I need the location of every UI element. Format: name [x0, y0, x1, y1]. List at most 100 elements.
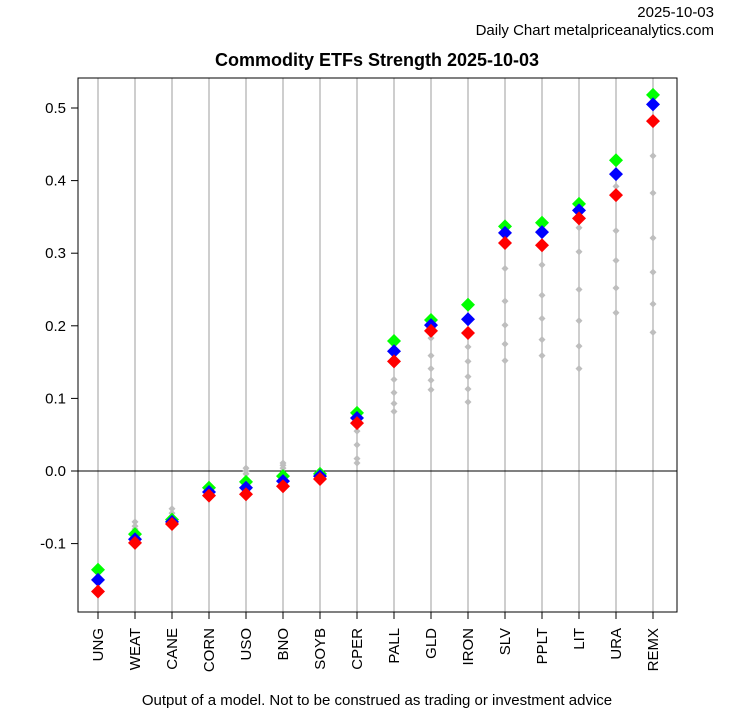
red-point-gld — [424, 323, 438, 338]
grey-point — [353, 441, 361, 449]
chart-title: Commodity ETFs Strength 2025-10-03 — [215, 50, 539, 70]
x-tick-label: GLD — [423, 628, 440, 659]
footer-disclaimer: Output of a model. Not to be construed a… — [142, 692, 612, 708]
grey-point — [464, 373, 472, 381]
grey-point — [612, 227, 620, 235]
grey-point — [501, 264, 509, 272]
green-point-remx — [646, 87, 660, 102]
red-point-remx — [646, 114, 660, 129]
y-tick-label: 0.0 — [45, 463, 66, 480]
blue-point-lit — [572, 203, 586, 218]
x-tick-label: BNO — [275, 628, 292, 661]
red-point-weat — [128, 535, 142, 550]
grey-point — [501, 297, 509, 305]
grey-point — [612, 284, 620, 292]
y-tick-label: 0.5 — [45, 100, 66, 117]
x-tick-label: SLV — [497, 628, 514, 655]
red-point-pplt — [535, 238, 549, 253]
blue-point-ura — [609, 167, 623, 182]
y-tick-label: 0.1 — [45, 390, 66, 407]
grey-point — [279, 464, 287, 472]
grey-point — [501, 321, 509, 329]
grey-point — [575, 248, 583, 256]
x-tick-label: URA — [608, 628, 625, 660]
grey-point — [390, 376, 398, 384]
red-point-iron — [461, 326, 475, 341]
grey-point — [575, 317, 583, 325]
grey-point — [538, 336, 546, 344]
blue-point-remx — [646, 97, 660, 112]
blue-point-iron — [461, 312, 475, 327]
grey-point — [427, 376, 435, 384]
green-point-iron — [461, 297, 475, 312]
grey-point — [427, 386, 435, 394]
grey-point — [353, 455, 361, 463]
grey-point — [649, 189, 657, 197]
x-tick-label: REMX — [645, 628, 662, 671]
grey-point — [390, 399, 398, 407]
header-source: Daily Chart metalpriceanalytics.com — [476, 22, 714, 39]
x-tick-label: PALL — [386, 628, 403, 664]
grey-point — [501, 340, 509, 348]
grey-point — [427, 334, 435, 342]
grey-point — [575, 286, 583, 293]
x-tick-label: UNG — [90, 628, 107, 661]
y-tick-label: -0.1 — [40, 536, 66, 553]
red-point-corn — [202, 488, 216, 503]
grey-point — [612, 309, 620, 317]
y-tick-label: 0.4 — [45, 173, 66, 190]
x-tick-label: USO — [238, 628, 255, 661]
blue-point-pall — [387, 344, 401, 359]
grey-point — [168, 505, 176, 513]
green-point-pplt — [535, 215, 549, 230]
y-tick-label: 0.2 — [45, 318, 66, 335]
grey-point — [575, 342, 583, 350]
x-tick-label: IRON — [460, 628, 477, 666]
plot-frame — [77, 77, 678, 613]
red-point-ura — [609, 188, 623, 203]
grey-point — [464, 357, 472, 365]
red-point-cper — [350, 416, 364, 431]
red-point-slv — [498, 236, 512, 251]
red-point-cane — [165, 516, 179, 531]
grey-point — [464, 385, 472, 393]
grey-point — [612, 182, 620, 190]
red-point-pall — [387, 354, 401, 369]
y-tick-label: 0.3 — [45, 245, 66, 262]
grey-point — [390, 407, 398, 415]
blue-point-pplt — [535, 225, 549, 240]
x-tick-label: CORN — [201, 628, 218, 672]
grey-point — [464, 343, 472, 351]
grey-point — [538, 291, 546, 299]
red-point-soyb — [313, 471, 327, 486]
green-point-ura — [609, 153, 623, 168]
grey-point — [427, 352, 435, 360]
grey-point — [501, 357, 509, 365]
red-point-lit — [572, 211, 586, 226]
grey-point — [242, 470, 250, 478]
grey-point — [575, 365, 583, 373]
grey-point — [612, 256, 620, 264]
grey-point — [353, 459, 361, 467]
grey-point — [649, 328, 657, 336]
red-point-ung — [91, 584, 105, 599]
grey-point — [390, 389, 398, 397]
x-tick-label: PPLT — [534, 628, 551, 664]
grey-point — [353, 427, 361, 435]
x-tick-label: WEAT — [127, 628, 144, 670]
grey-point — [538, 261, 546, 269]
blue-point-slv — [498, 225, 512, 240]
red-point-uso — [239, 487, 253, 502]
red-point-bno — [276, 479, 290, 494]
grey-point — [131, 518, 139, 526]
grey-point — [649, 152, 657, 160]
blue-point-ung — [91, 572, 105, 587]
grey-point — [649, 300, 657, 308]
x-tick-label: CPER — [349, 628, 366, 670]
x-tick-label: SOYB — [312, 628, 329, 670]
grey-point — [538, 315, 546, 323]
grey-point — [649, 234, 657, 242]
header-date: 2025-10-03 — [637, 4, 714, 21]
